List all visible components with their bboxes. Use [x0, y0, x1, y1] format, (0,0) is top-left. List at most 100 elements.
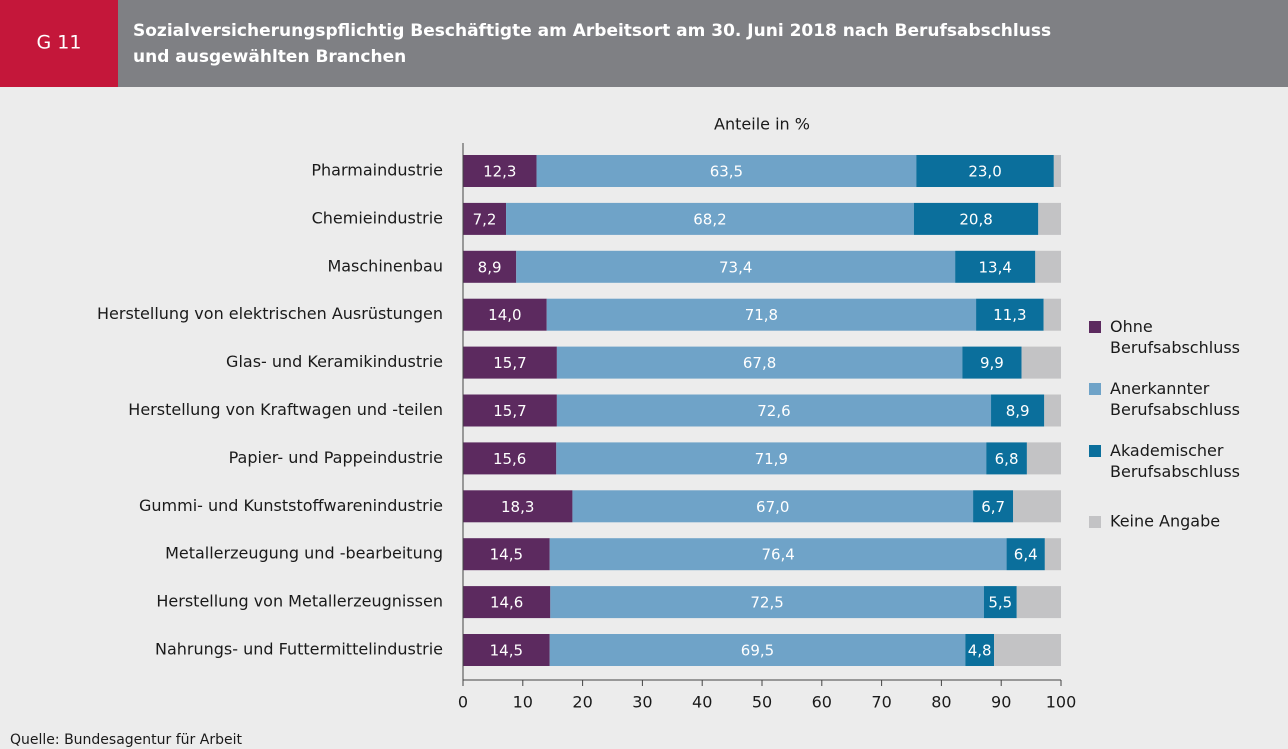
x-tick-label: 70 [871, 693, 891, 712]
value-label: 72,5 [750, 594, 783, 612]
badge-box [0, 0, 118, 87]
bar-segment [913, 202, 1039, 235]
bar-segment [536, 155, 917, 187]
bar-segment [1006, 538, 1045, 571]
value-label: 9,9 [980, 354, 1004, 372]
bar-segment [1035, 250, 1061, 283]
value-label: 14,0 [488, 306, 521, 324]
title-line: und ausgewählten Branchen [133, 47, 406, 67]
value-label: 6,8 [995, 450, 1019, 468]
bar-segment [463, 394, 557, 427]
x-tick-label: 40 [692, 693, 712, 712]
category-label: Herstellung von Metallerzeugnissen [156, 592, 443, 611]
legend-swatch [1089, 516, 1101, 528]
bar-segment [463, 298, 547, 331]
bar-segment [1053, 155, 1061, 187]
value-label: 5,5 [988, 594, 1012, 612]
axis-title: Anteile in % [714, 115, 810, 134]
bar-segment [1038, 202, 1061, 235]
bar-segment [463, 250, 517, 283]
value-label: 15,7 [493, 402, 526, 420]
bar-segment [506, 202, 914, 235]
value-label: 67,8 [743, 354, 776, 372]
bar-segment [973, 490, 1014, 523]
legend-label: Akademischer Berufsabschluss [1110, 441, 1240, 481]
badge: G 11 [37, 32, 82, 54]
bar-segment [556, 346, 963, 379]
value-label: 63,5 [710, 163, 743, 181]
category-label: Papier- und Pappeindustrie [229, 448, 443, 467]
legend-label: Ohne Berufsabschluss [1110, 317, 1240, 357]
legend-swatch [1089, 383, 1101, 395]
bar-segment [983, 586, 1017, 619]
value-label: 76,4 [761, 546, 794, 564]
value-label: 71,9 [755, 450, 788, 468]
value-label: 14,5 [490, 642, 523, 660]
title-line: Sozialversicherungspflichtig Beschäftigt… [133, 21, 1051, 41]
x-tick-label: 20 [572, 693, 592, 712]
x-tick-label: 90 [991, 693, 1011, 712]
value-label: 6,7 [981, 498, 1005, 516]
bar-segment [463, 586, 551, 619]
value-label: 23,0 [968, 163, 1001, 181]
x-tick-label: 80 [931, 693, 951, 712]
value-label: 12,3 [483, 163, 516, 181]
bar-segment [986, 442, 1027, 475]
legend-label: Anerkannter Berufsabschluss [1110, 379, 1240, 419]
value-label: 14,6 [490, 594, 523, 612]
bar-segment [463, 538, 550, 571]
bar-segment [1044, 394, 1061, 427]
category-label: Nahrungs- und Futtermittelindustrie [155, 640, 443, 659]
legend-swatch [1089, 321, 1101, 333]
value-label: 68,2 [693, 210, 726, 228]
x-tick-label: 100 [1046, 693, 1077, 712]
bar-segment [1016, 586, 1061, 619]
bar-segment [516, 250, 956, 283]
bar-segment [991, 394, 1045, 427]
value-label: 7,2 [473, 210, 497, 228]
value-label: 69,5 [741, 642, 774, 660]
value-label: 14,5 [490, 546, 523, 564]
value-label: 13,4 [979, 258, 1012, 276]
bar-segment [994, 634, 1061, 666]
bar-segment [463, 202, 507, 235]
value-label: 8,9 [1006, 402, 1030, 420]
bar-segment [1021, 346, 1061, 379]
bar-segment [549, 538, 1007, 571]
bar-segment [463, 155, 537, 187]
bar-segment [1044, 538, 1061, 571]
bar-segment [463, 490, 573, 523]
value-label: 71,8 [745, 306, 778, 324]
value-label: 20,8 [959, 210, 992, 228]
value-label: 72,6 [757, 402, 790, 420]
x-tick-label: 30 [632, 693, 652, 712]
header-band [0, 0, 1288, 87]
bar-segment [463, 442, 557, 475]
x-tick-label: 10 [513, 693, 533, 712]
bar-segment [556, 442, 987, 475]
x-tick-label: 0 [458, 693, 468, 712]
value-label: 67,0 [756, 498, 789, 516]
bar-segment [463, 634, 550, 666]
value-label: 15,7 [493, 354, 526, 372]
bar-segment [556, 394, 992, 427]
value-label: 73,4 [719, 258, 752, 276]
category-label: Herstellung von elektrischen Ausrüstunge… [97, 304, 443, 323]
category-label: Glas- und Keramikindustrie [226, 352, 443, 371]
bar-segment [916, 155, 1054, 187]
value-label: 6,4 [1014, 546, 1038, 564]
source: Quelle: Bundesagentur für Arbeit [10, 732, 242, 748]
category-label: Chemieindustrie [312, 208, 443, 227]
x-tick-label: 60 [812, 693, 832, 712]
value-label: 18,3 [501, 498, 534, 516]
value-label: 4,8 [968, 642, 992, 660]
bar-segment [1043, 298, 1061, 331]
bar-segment [1013, 490, 1061, 523]
x-tick-label: 50 [752, 693, 772, 712]
bar-segment [546, 298, 977, 331]
bar-segment [550, 586, 984, 619]
bar-segment [962, 346, 1022, 379]
category-label: Gummi- und Kunststoffwarenindustrie [139, 496, 443, 515]
bar-segment [965, 634, 995, 666]
